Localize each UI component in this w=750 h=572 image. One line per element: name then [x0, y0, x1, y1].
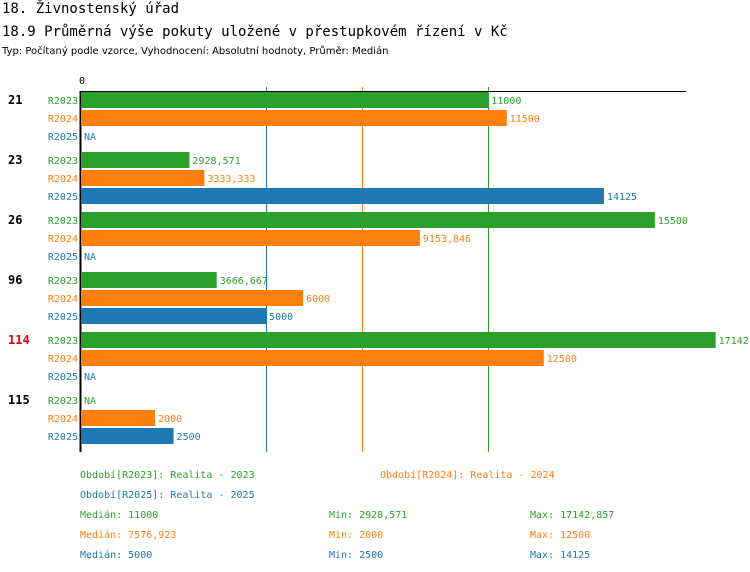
series-label: R2024: [48, 414, 78, 425]
series-label: R2023: [48, 396, 78, 407]
series-label: R2023: [48, 156, 78, 167]
stat-median: Medián: 11000: [80, 509, 158, 521]
data-label: 17142,857: [719, 336, 750, 347]
series-label: R2024: [48, 114, 78, 125]
bar: [81, 92, 489, 108]
x-axis-zero-label: 0: [79, 76, 85, 87]
data-label: 11500: [510, 114, 540, 125]
bar: [81, 230, 420, 246]
data-label: NA: [84, 396, 96, 407]
series-label: R2023: [48, 276, 78, 287]
series-label: R2023: [48, 96, 78, 107]
bar: [81, 212, 655, 228]
category-label: 23: [8, 153, 22, 167]
data-label: NA: [84, 252, 96, 263]
category-label: 96: [8, 273, 22, 287]
stat-min: Min: 2000: [329, 530, 383, 541]
bar: [81, 110, 507, 126]
series-label: R2023: [48, 216, 78, 227]
data-label: 6000: [306, 294, 330, 305]
bar: [81, 410, 156, 426]
category-label: 21: [8, 93, 22, 107]
series-label: R2025: [48, 372, 78, 383]
page-title: 18. Živnostenský úřad: [2, 0, 179, 17]
category-label: 26: [8, 213, 22, 227]
series-label: R2024: [48, 294, 78, 305]
bar: [81, 290, 304, 306]
stat-max: Max: 17142,857: [530, 510, 614, 521]
series-label: R2025: [48, 132, 78, 143]
legend-entry-r2025: Období[R2025]: Realita - 2025: [80, 489, 255, 501]
data-label: 2000: [158, 414, 182, 425]
data-label: 14125: [607, 192, 637, 203]
bar: [81, 350, 544, 366]
data-label: 12500: [547, 354, 577, 365]
bar: [81, 332, 716, 348]
data-label: 3666,667: [220, 276, 268, 287]
bar: [81, 308, 267, 324]
data-label: 2500: [177, 432, 201, 443]
stat-max: Max: 12500: [530, 530, 590, 541]
series-label: R2024: [48, 354, 78, 365]
category-label: 114: [8, 333, 30, 347]
bar: [81, 152, 190, 168]
data-label: 15500: [658, 216, 688, 227]
data-label: 5000: [269, 312, 293, 323]
bar: [81, 170, 205, 186]
series-label: R2024: [48, 234, 78, 245]
data-label: 9153,846: [423, 234, 471, 245]
series-label: R2025: [48, 432, 78, 443]
bar: [81, 188, 604, 204]
bar: [81, 428, 174, 444]
bar: [81, 272, 217, 288]
stat-median: Medián: 7576,923: [80, 529, 176, 541]
series-label: R2025: [48, 192, 78, 203]
series-label: R2024: [48, 174, 78, 185]
data-label: NA: [84, 372, 96, 383]
data-label: 11000: [491, 96, 521, 107]
chart-title: 18.9 Průměrná výše pokuty uložené v přes…: [2, 24, 508, 40]
chart-meta: Typ: Počítaný podle vzorce, Vyhodnocení:…: [1, 45, 388, 57]
data-label: NA: [84, 132, 96, 143]
legend-entry-r2024: Období[R2024]: Realita - 2024: [380, 469, 555, 481]
stat-min: Min: 2500: [329, 550, 383, 561]
legend-entry-r2023: Období[R2023]: Realita - 2023: [80, 469, 255, 481]
category-label: 115: [8, 393, 30, 407]
series-label: R2023: [48, 336, 78, 347]
series-label: R2025: [48, 312, 78, 323]
data-label: 2928,571: [192, 156, 240, 167]
stat-median: Medián: 5000: [80, 549, 152, 561]
data-label: 3333,333: [207, 174, 255, 185]
stat-min: Min: 2928,571: [329, 510, 407, 521]
stat-max: Max: 14125: [530, 550, 590, 561]
series-label: R2025: [48, 252, 78, 263]
